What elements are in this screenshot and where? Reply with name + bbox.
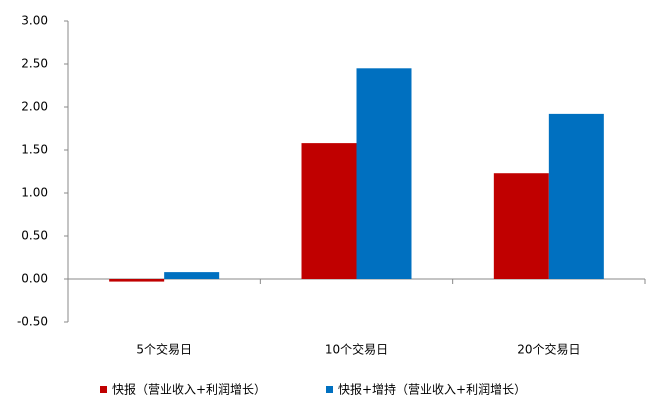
x-tick-label: 5个交易日 xyxy=(136,342,192,357)
bar xyxy=(164,272,220,279)
y-tick-label: 2.50 xyxy=(21,57,48,71)
bar xyxy=(356,68,412,279)
y-tick-label: 0.50 xyxy=(21,229,48,243)
bar xyxy=(109,279,165,282)
y-tick-label: 1.50 xyxy=(21,143,48,157)
legend-label: 快报+增持（营业收入+利润增长） xyxy=(338,382,526,397)
y-tick-label: 3.00 xyxy=(21,14,48,28)
x-tick-label: 10个交易日 xyxy=(325,342,388,357)
y-tick-label: 2.00 xyxy=(21,100,48,114)
y-tick-label: 0.00 xyxy=(21,272,48,286)
y-tick-label: 1.00 xyxy=(21,186,48,200)
legend-swatch xyxy=(326,386,333,393)
legend-swatch xyxy=(100,386,107,393)
x-tick-label: 20个交易日 xyxy=(517,342,580,357)
bar xyxy=(493,173,549,279)
y-tick-label: -0.50 xyxy=(17,315,48,329)
bar xyxy=(548,113,604,279)
legend-label: 快报（营业收入+利润增长） xyxy=(112,382,266,397)
bar xyxy=(301,143,357,279)
